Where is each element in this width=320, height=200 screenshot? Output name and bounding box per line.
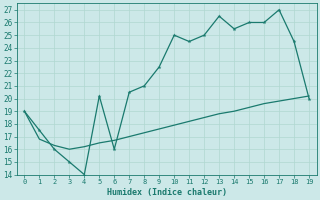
X-axis label: Humidex (Indice chaleur): Humidex (Indice chaleur) — [107, 188, 227, 197]
